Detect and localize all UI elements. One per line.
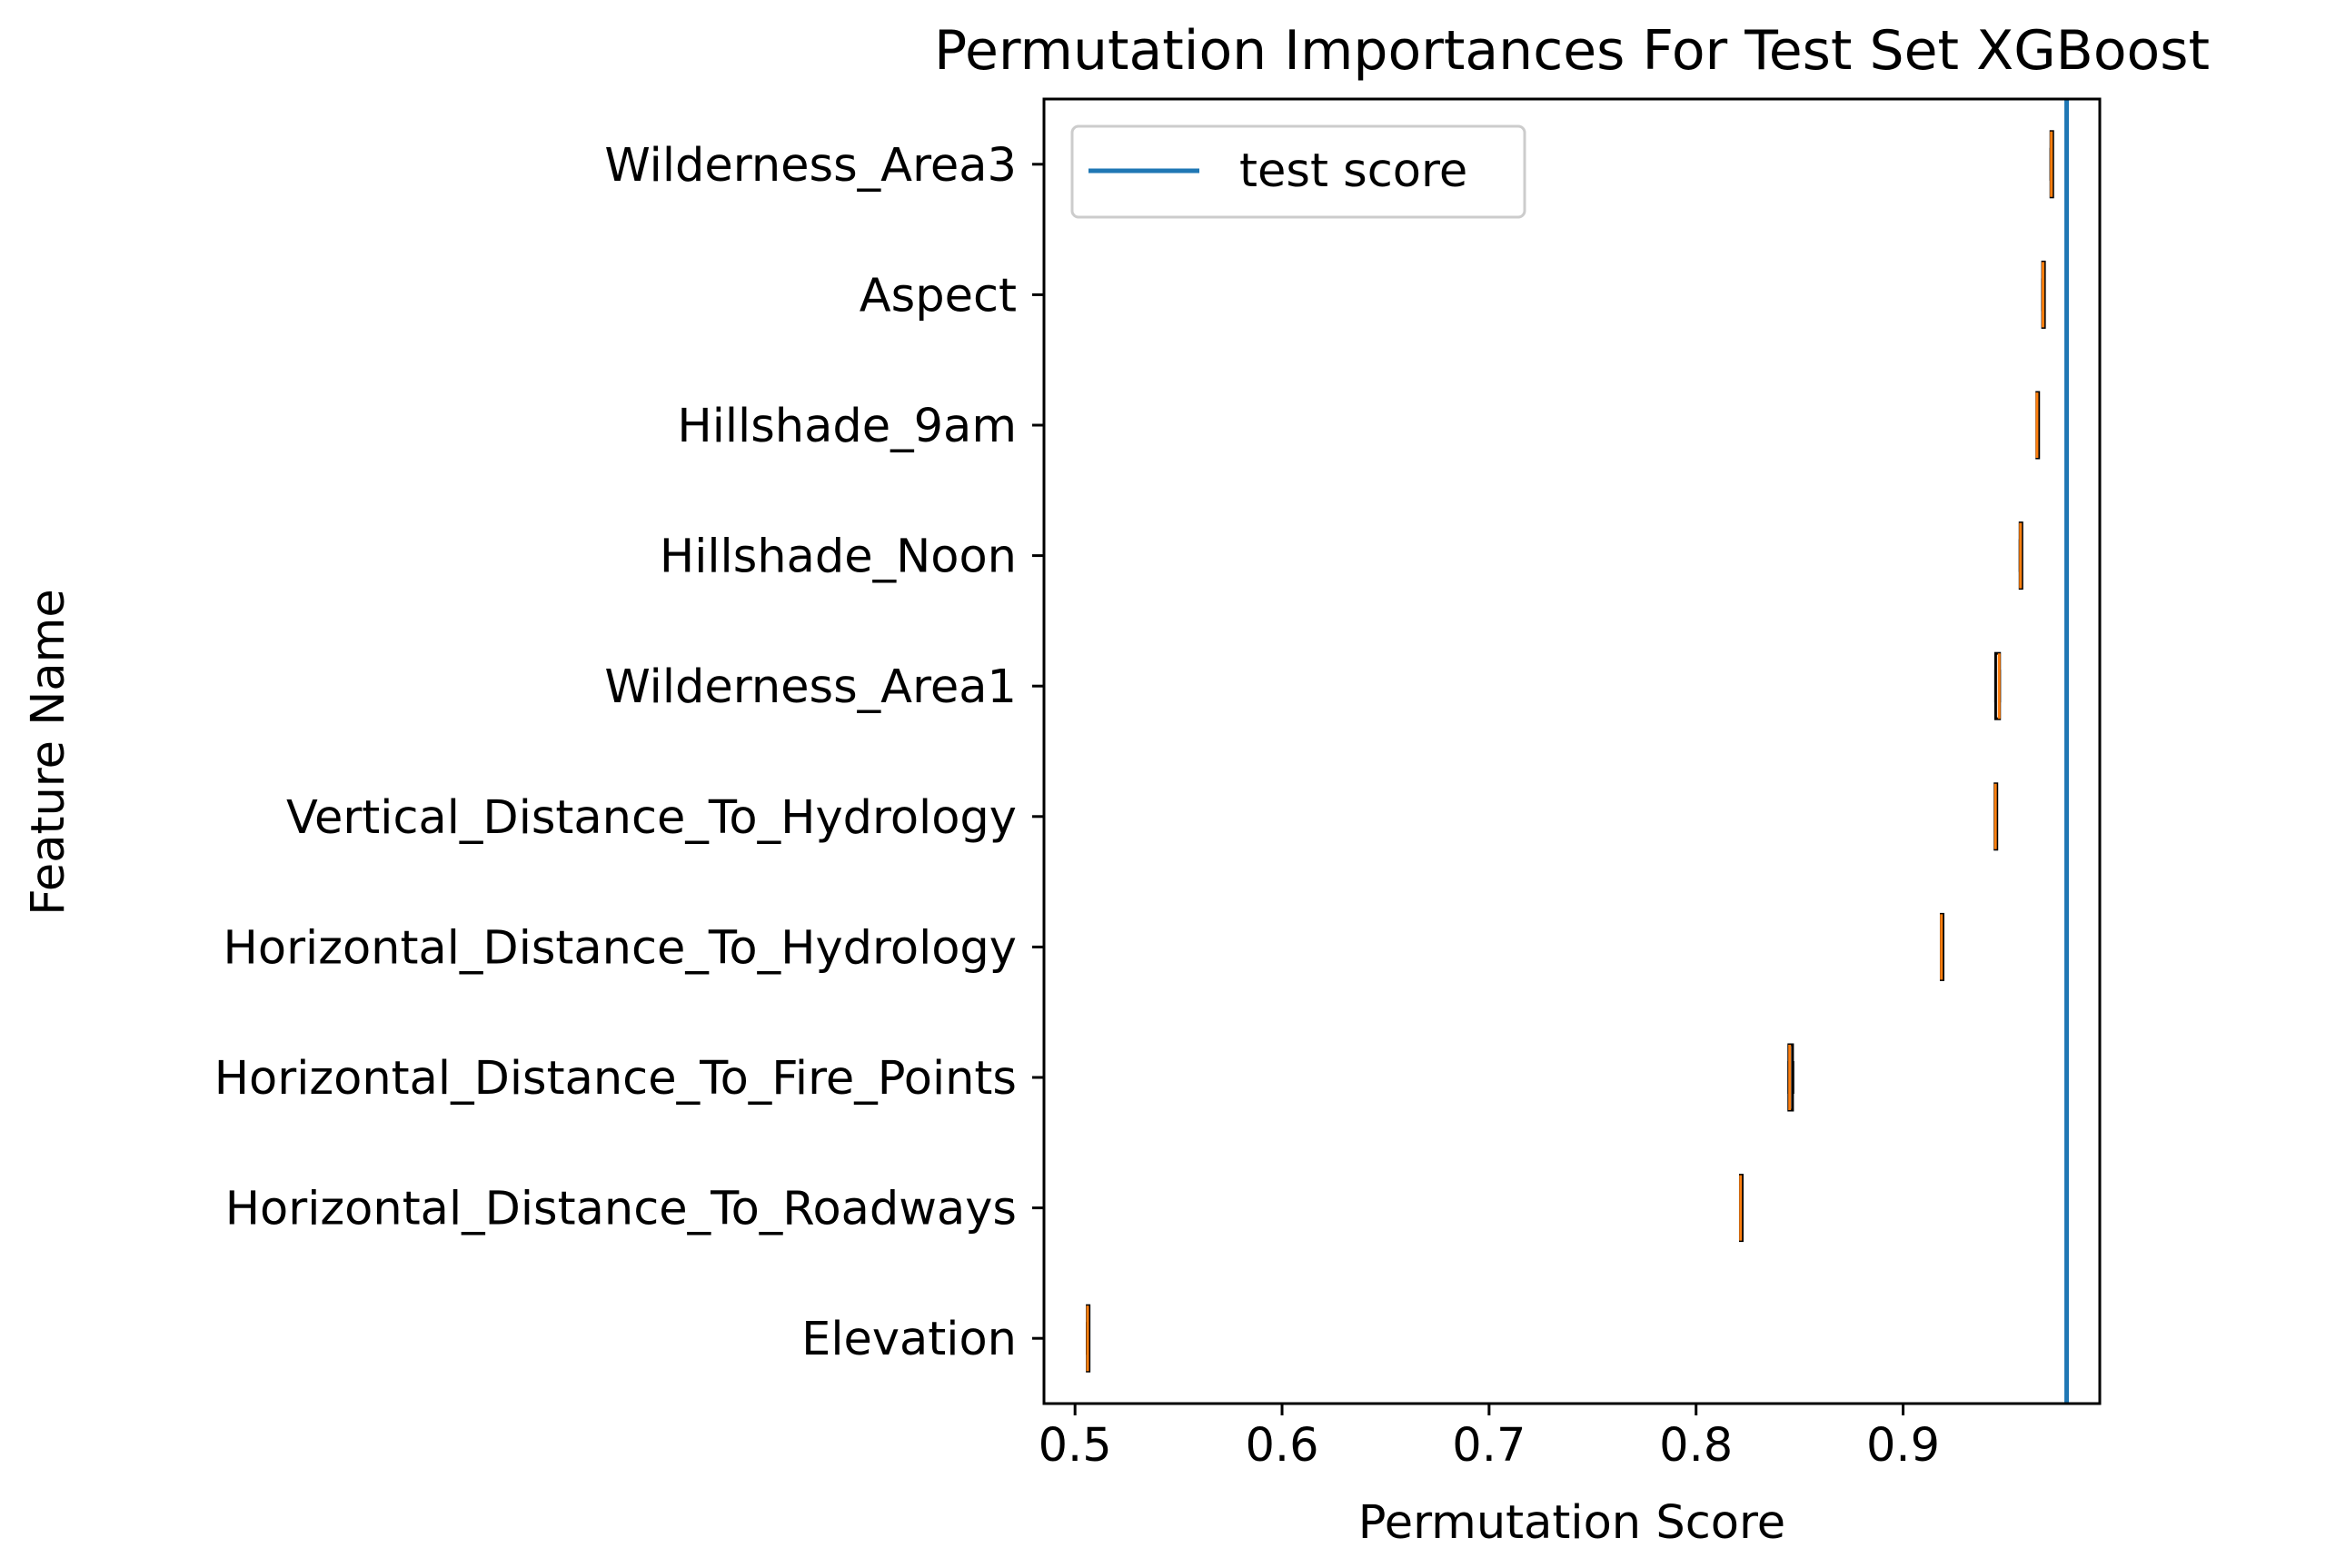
x-tick-label-0.7: 0.7 <box>1452 1419 1526 1473</box>
x-tick-label-0.9: 0.9 <box>1866 1419 1940 1473</box>
y-tick-label-aspect: Aspect <box>860 269 1017 323</box>
y-tick-label-wilderness-area3: Wilderness_Area3 <box>604 139 1017 193</box>
x-tick-label-0.6: 0.6 <box>1245 1419 1318 1473</box>
y-tick-label-hillshade-noon: Hillshade_Noon <box>660 531 1017 584</box>
y-tick-label-horizontal-distance-to-fire-points: Horizontal_Distance_To_Fire_Points <box>214 1052 1017 1106</box>
axes-frame <box>1042 97 2102 1405</box>
legend-box <box>1070 124 1526 219</box>
legend: test score <box>1070 124 1526 219</box>
x-tick-label-0.5: 0.5 <box>1039 1419 1112 1473</box>
x-axis-label: Permutation Score <box>1358 1496 1785 1550</box>
y-axis-label: Feature Name <box>22 589 75 915</box>
y-tick-label-vertical-distance-to-hydrology: Vertical_Distance_To_Hydrology <box>286 791 1017 845</box>
y-tick-label-elevation: Elevation <box>801 1313 1017 1366</box>
y-tick-label-horizontal-distance-to-roadways: Horizontal_Distance_To_Roadways <box>225 1183 1017 1236</box>
plot-area: 0.5 0.6 0.7 0.8 0.9 Wilderness_Area3 Aspect Hil… <box>214 99 2070 1473</box>
chart-title: Permutation Importances For Test Set XGB… <box>934 19 2210 83</box>
legend-test-score-label: test score <box>1239 144 1467 198</box>
y-tick-label-hillshade-9am: Hillshade_9am <box>677 400 1017 453</box>
x-tick-label-0.8: 0.8 <box>1659 1419 1733 1473</box>
y-tick-label-horizontal-distance-to-hydrology: Horizontal_Distance_To_Hydrology <box>224 921 1017 975</box>
y-tick-label-wilderness-area1: Wilderness_Area1 <box>604 660 1017 714</box>
